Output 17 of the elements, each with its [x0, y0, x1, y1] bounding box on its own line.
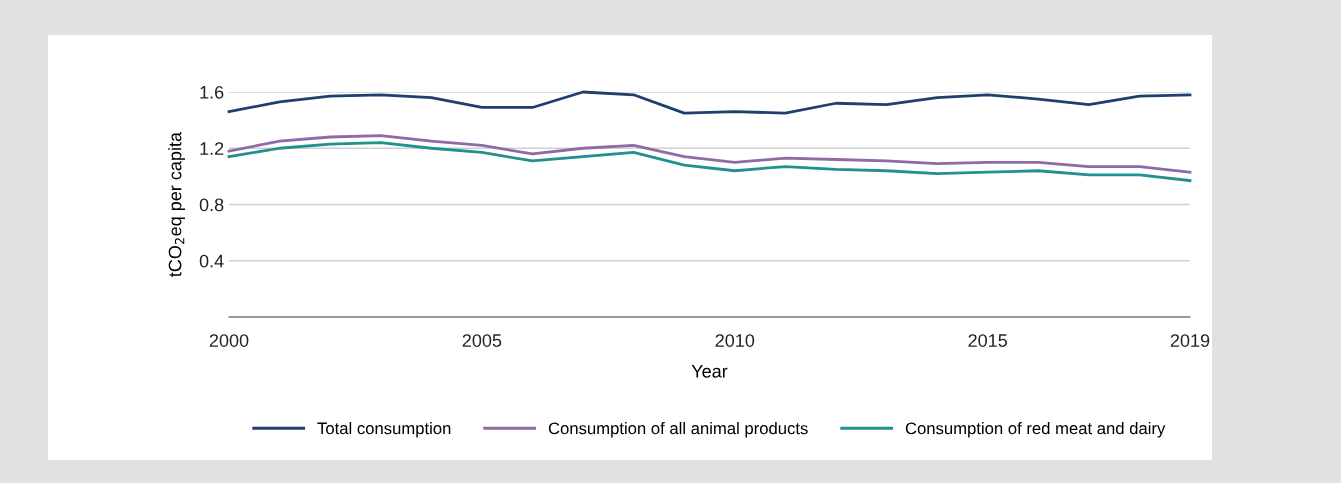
line-series [227, 90, 1192, 115]
y-tick-label: 1.2 [200, 142, 224, 155]
x-tick-label: 2019 [1170, 334, 1210, 347]
y-axis-title: tCO$_{2}$eq per capita [168, 131, 186, 277]
x-tick-label: 2015 [968, 334, 1008, 347]
legend-label: Total consumption [317, 422, 451, 438]
line-series [227, 134, 1192, 174]
y-tick-label: 0.8 [199, 198, 224, 212]
x-tick-label: 2005 [462, 334, 502, 347]
legend-label: Consumption of all animal products [548, 422, 808, 438]
y-tick-label: 1.6 [200, 85, 224, 99]
x-tick-label: 2010 [715, 334, 755, 347]
legend-label: Consumption of red meat and dairy [905, 422, 1166, 438]
y-tick-label: 0.4 [199, 254, 224, 268]
x-axis-title: Year [691, 365, 728, 378]
line-series [227, 141, 1192, 182]
x-tick-label: 2000 [209, 334, 249, 347]
